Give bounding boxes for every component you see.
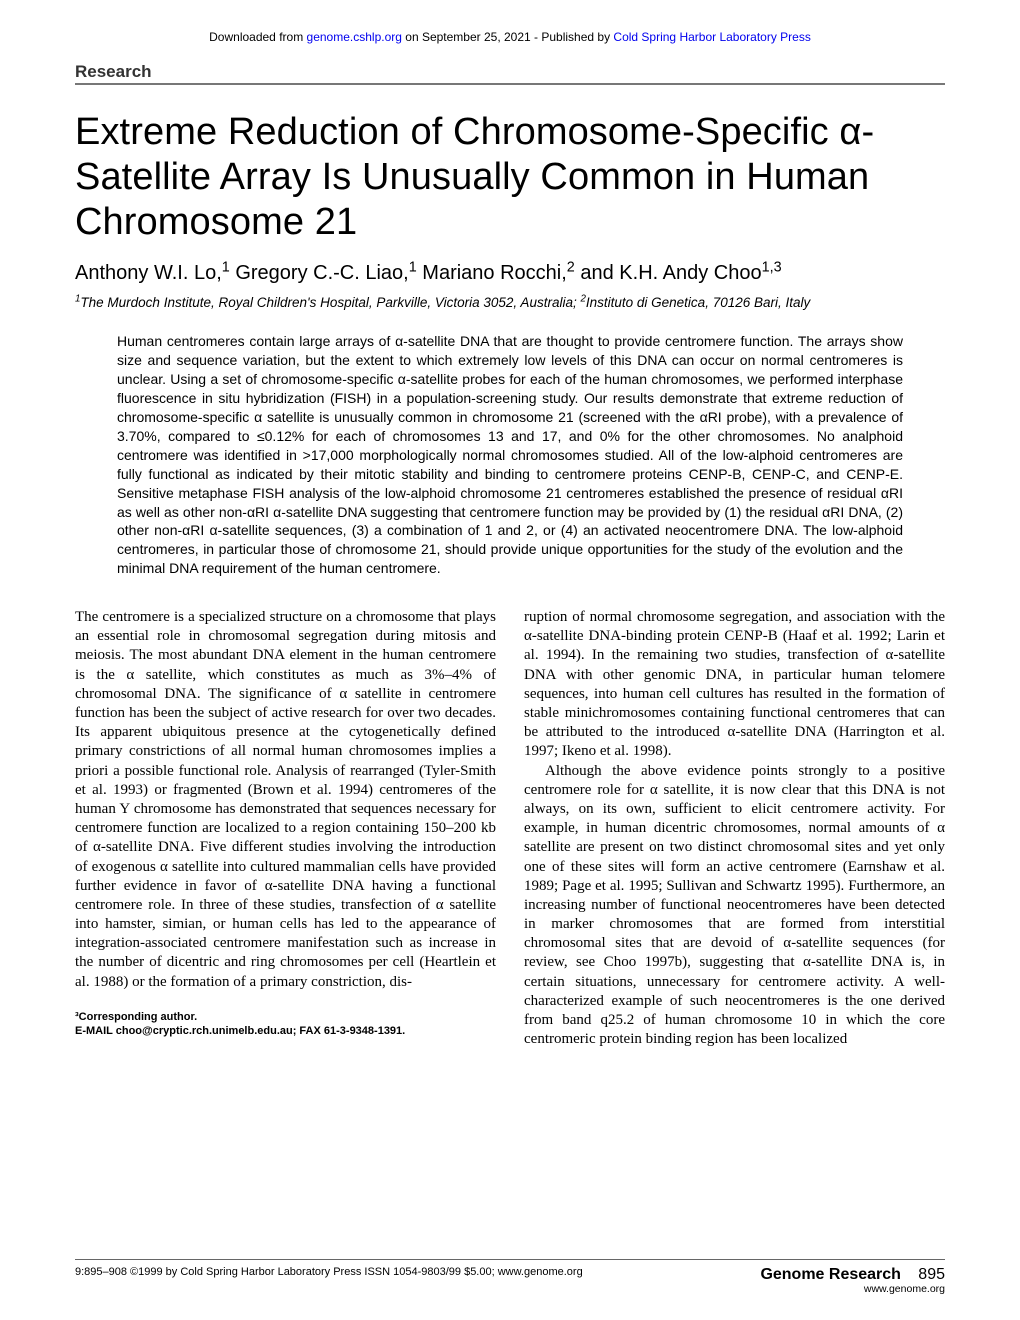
section-label: Research (75, 62, 152, 81)
footer-copyright: 9:895–908 ©1999 by Cold Spring Harbor La… (75, 1266, 583, 1278)
corresponding-author: ³Corresponding author. E-MAIL choo@crypt… (75, 1010, 496, 1039)
journal-name: Genome Research (760, 1266, 901, 1283)
body-paragraph: ruption of normal chromosome segregation… (524, 608, 945, 762)
page-number: 895 (918, 1266, 945, 1283)
download-link-2[interactable]: Cold Spring Harbor Laboratory Press (613, 30, 810, 44)
corr-line-2: E-MAIL choo@cryptic.rch.unimelb.edu.au; … (75, 1024, 496, 1038)
column-right: ruption of normal chromosome segregation… (524, 608, 945, 1049)
download-link-1[interactable]: genome.cshlp.org (307, 30, 402, 44)
article-title: Extreme Reduction of Chromosome-Specific… (75, 110, 945, 244)
section-header: Research (75, 62, 945, 85)
body-paragraph: The centromere is a specialized structur… (75, 608, 496, 992)
column-left: The centromere is a specialized structur… (75, 608, 496, 1049)
download-banner: Downloaded from genome.cshlp.org on Sept… (75, 30, 945, 44)
affiliations: 1The Murdoch Institute, Royal Children's… (75, 295, 945, 310)
body-paragraph: Although the above evidence points stron… (524, 762, 945, 1050)
body-columns: The centromere is a specialized structur… (75, 608, 945, 1049)
footer-journal-block: Genome Research 895 www.genome.org (760, 1266, 945, 1295)
download-prefix: Downloaded from (209, 30, 306, 44)
authors: Anthony W.I. Lo,1 Gregory C.-C. Liao,1 M… (75, 262, 945, 285)
page-footer: 9:895–908 ©1999 by Cold Spring Harbor La… (75, 1259, 945, 1295)
abstract: Human centromeres contain large arrays o… (117, 332, 903, 578)
journal-url: www.genome.org (760, 1283, 945, 1295)
corr-line-1: ³Corresponding author. (75, 1010, 496, 1024)
download-mid: on September 25, 2021 - Published by (405, 30, 613, 44)
